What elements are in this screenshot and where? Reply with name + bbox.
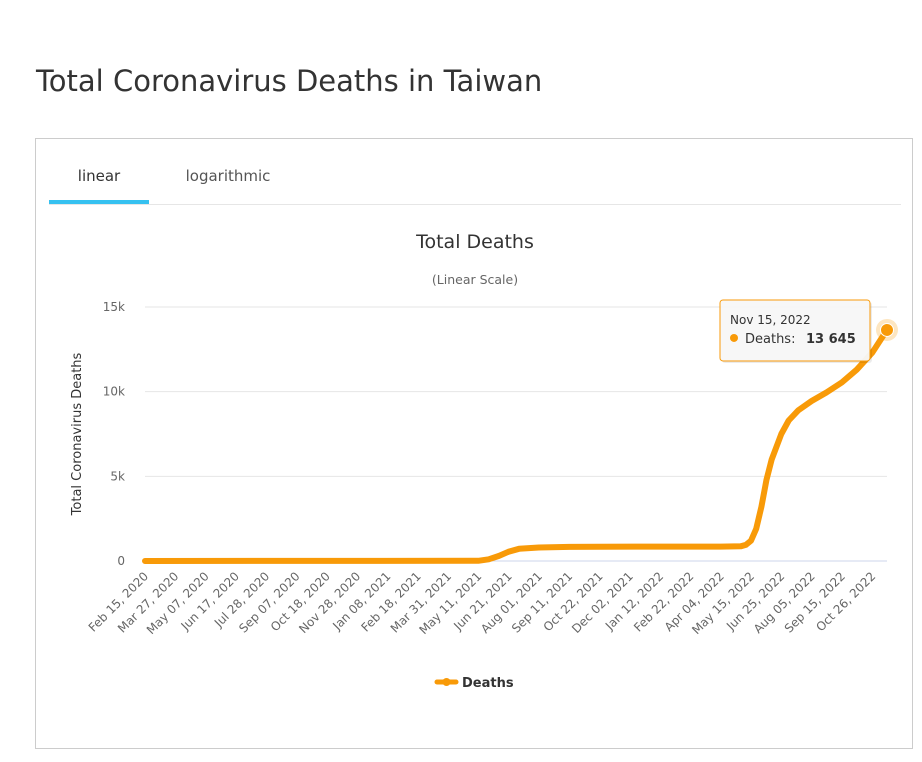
legend[interactable]: Deaths [434,676,514,691]
tooltip-series-marker [730,333,738,342]
tooltip-date: Nov 15, 2022 [730,313,811,327]
page-title: Total Coronavirus Deaths in Taiwan [36,64,543,98]
series-deaths [142,318,898,564]
chart-title: Total Deaths [415,231,534,253]
tab-linear[interactable]: linear [49,153,149,204]
y-axis-label: Total Coronavirus Deaths [70,352,85,516]
y-tick-label: 15k [103,300,125,314]
tab-logarithmic[interactable]: logarithmic [185,167,271,185]
y-axis-ticks: 0 5k 10k 15k [103,300,125,568]
tooltip: Nov 15, 2022 Deaths: 13 645 [719,299,872,363]
scale-tabs: linear logarithmic [49,153,901,205]
chart-panel: linear logarithmic [35,138,913,749]
y-tick-label: 10k [103,385,125,399]
y-tick-label: 5k [110,469,125,483]
tooltip-label: Deaths: [745,332,795,347]
hover-point[interactable] [880,322,894,337]
tooltip-box [719,299,871,362]
legend-symbol-marker [442,678,451,686]
y-tick-label: 0 [117,554,125,568]
series-line-deaths [142,326,890,564]
chart-subtitle: (Linear Scale) [432,272,518,287]
legend-item-deaths[interactable]: Deaths [462,676,514,691]
tooltip-value: 13 645 [806,332,856,347]
